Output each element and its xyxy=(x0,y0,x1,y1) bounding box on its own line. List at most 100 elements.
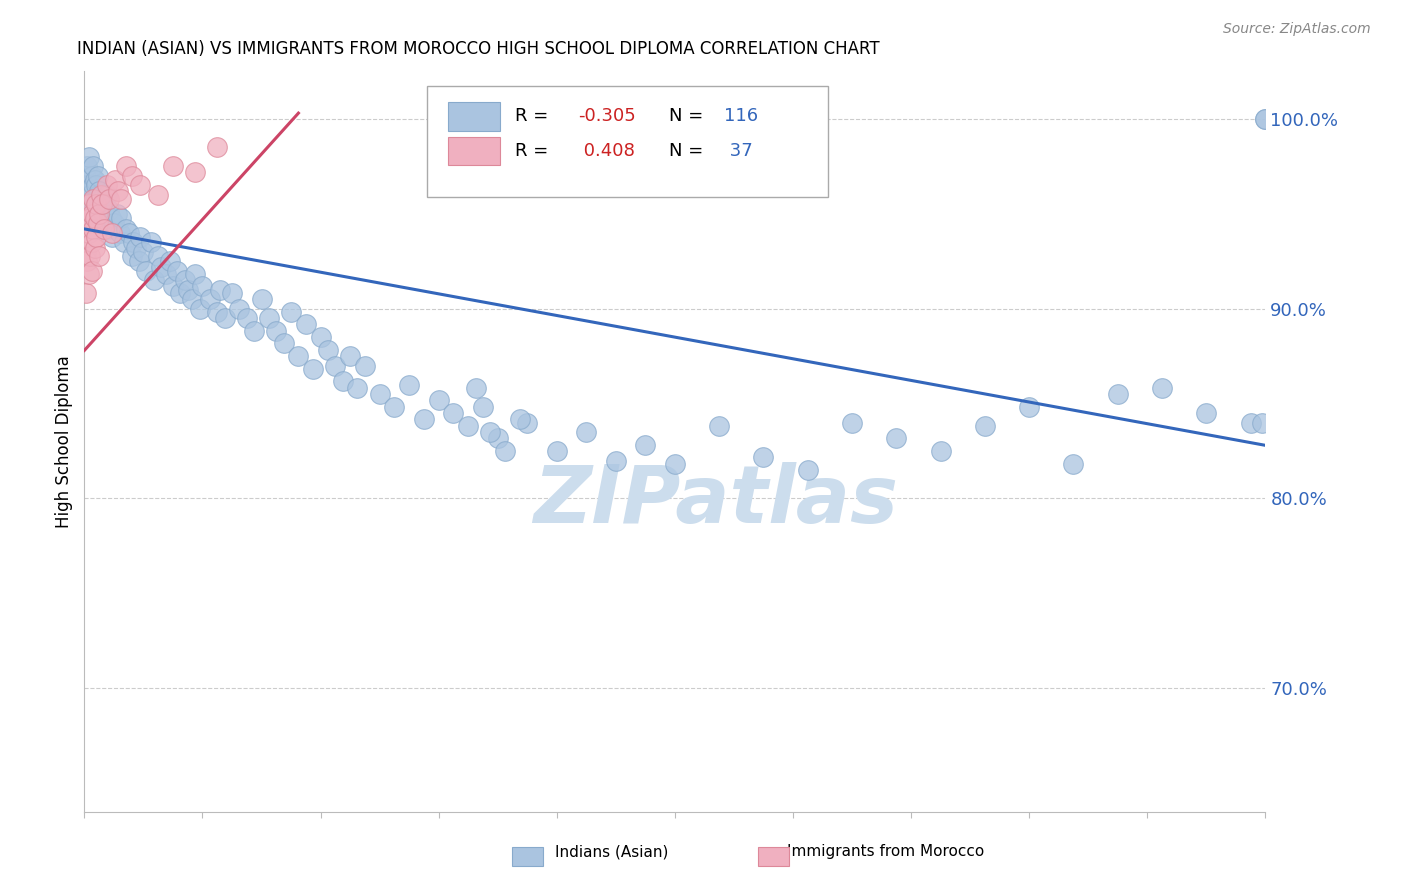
Point xyxy=(80,207,103,221)
Point xyxy=(546,444,568,458)
Point xyxy=(155,268,177,282)
Point xyxy=(173,273,195,287)
Point xyxy=(87,207,111,221)
Point xyxy=(191,278,214,293)
Point xyxy=(83,192,105,206)
Point xyxy=(472,401,495,415)
Point xyxy=(98,202,121,217)
Point xyxy=(184,165,207,179)
Point xyxy=(221,286,243,301)
Point xyxy=(207,140,229,154)
Point xyxy=(93,222,115,236)
Point xyxy=(128,254,150,268)
Point xyxy=(86,216,108,230)
Point xyxy=(77,268,100,282)
Point xyxy=(139,235,162,250)
Point xyxy=(84,229,107,244)
Point xyxy=(79,207,101,221)
Point xyxy=(266,325,288,339)
Point xyxy=(148,248,170,262)
Point xyxy=(886,431,908,445)
Point xyxy=(125,241,148,255)
Point xyxy=(287,349,309,363)
Point xyxy=(166,263,188,277)
Point xyxy=(332,374,354,388)
Point xyxy=(575,425,598,439)
Point xyxy=(96,178,118,193)
Point xyxy=(181,292,204,306)
Text: Immigrants from Morocco: Immigrants from Morocco xyxy=(787,845,984,859)
Point xyxy=(87,184,111,198)
Point xyxy=(79,248,101,262)
Point xyxy=(162,278,184,293)
Point xyxy=(90,192,112,206)
Point xyxy=(398,377,420,392)
Point xyxy=(114,222,136,236)
Point xyxy=(346,381,368,395)
Point xyxy=(121,248,143,262)
Point xyxy=(87,202,111,217)
Point xyxy=(368,387,391,401)
Point xyxy=(198,292,221,306)
Point xyxy=(214,311,236,326)
Point xyxy=(107,184,129,198)
Point xyxy=(509,411,531,425)
FancyBboxPatch shape xyxy=(449,102,501,130)
Point xyxy=(709,419,731,434)
Point xyxy=(76,216,98,230)
Text: R =: R = xyxy=(516,107,554,125)
Point xyxy=(100,211,122,225)
Point xyxy=(75,169,97,183)
Point xyxy=(1240,416,1263,430)
Point xyxy=(82,192,104,206)
Y-axis label: High School Diploma: High School Diploma xyxy=(55,355,73,528)
Point xyxy=(273,335,295,350)
Point xyxy=(83,241,105,255)
Point xyxy=(91,197,114,211)
Point xyxy=(101,229,124,244)
Point xyxy=(75,286,97,301)
Point xyxy=(325,359,347,373)
Point xyxy=(295,317,318,331)
Point xyxy=(209,283,232,297)
Point xyxy=(76,197,98,211)
Point xyxy=(142,273,165,287)
Point xyxy=(339,349,361,363)
Point xyxy=(634,438,657,452)
Point xyxy=(516,416,538,430)
Point xyxy=(464,381,486,395)
Point xyxy=(974,419,997,434)
Point xyxy=(494,444,516,458)
Point xyxy=(91,197,114,211)
Point xyxy=(82,159,104,173)
Text: N =: N = xyxy=(669,143,703,161)
Point xyxy=(129,178,152,193)
Point xyxy=(148,187,170,202)
Point xyxy=(83,172,105,186)
Point xyxy=(79,187,101,202)
Point xyxy=(169,286,191,301)
Point xyxy=(105,207,128,221)
Point xyxy=(86,169,108,183)
Point xyxy=(413,411,436,425)
Point xyxy=(257,311,280,326)
Point xyxy=(108,226,131,240)
Point xyxy=(1254,112,1277,126)
Point xyxy=(1018,401,1040,415)
Point xyxy=(103,216,125,230)
Point xyxy=(316,343,339,358)
Point xyxy=(110,192,132,206)
Point xyxy=(80,169,103,183)
Point xyxy=(84,178,107,193)
Point xyxy=(104,172,127,186)
Point xyxy=(188,301,211,316)
Point xyxy=(114,159,136,173)
Point xyxy=(177,283,200,297)
Point xyxy=(457,419,479,434)
Point xyxy=(80,263,103,277)
Point xyxy=(76,254,98,268)
Point xyxy=(84,197,107,211)
Point xyxy=(752,450,775,464)
Text: R =: R = xyxy=(516,143,554,161)
Point xyxy=(1107,387,1129,401)
